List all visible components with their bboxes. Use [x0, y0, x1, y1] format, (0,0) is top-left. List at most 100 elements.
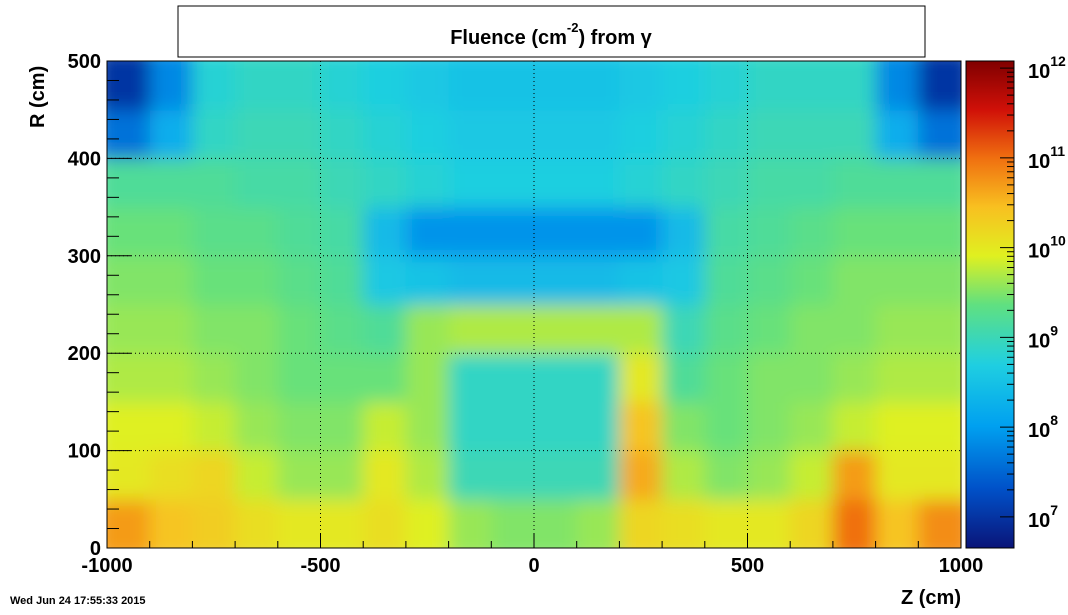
- cell: [363, 401, 407, 452]
- cell: [107, 255, 151, 305]
- cell: [107, 158, 151, 208]
- cell: [491, 158, 535, 208]
- cell: [918, 499, 961, 548]
- cell: [619, 158, 663, 208]
- cell: [747, 255, 791, 305]
- cell: [448, 109, 492, 159]
- z-tick-exponent: 11: [1050, 143, 1065, 159]
- cell: [619, 255, 663, 305]
- cell: [875, 353, 919, 403]
- cell: [704, 207, 748, 257]
- cell: [790, 255, 834, 305]
- cell: [832, 499, 877, 548]
- cell: [363, 353, 407, 403]
- z-tick-label: 109: [1028, 322, 1058, 352]
- cell: [747, 207, 791, 257]
- cell: [192, 207, 236, 257]
- z-tick-base: 10: [1028, 61, 1050, 83]
- cell: [448, 499, 492, 548]
- cell: [619, 450, 663, 500]
- z-tick-exponent: 12: [1050, 53, 1066, 69]
- cell: [662, 450, 706, 500]
- cell: [405, 401, 450, 452]
- title-part: Fluence (cm: [450, 27, 567, 49]
- cell: [149, 158, 193, 208]
- cell: [619, 207, 663, 257]
- color-bar: [965, 60, 1015, 549]
- cell: [875, 255, 919, 305]
- cell: [790, 109, 834, 159]
- cell: [747, 353, 791, 403]
- cell: [363, 158, 407, 208]
- cell: [107, 353, 151, 403]
- cell: [790, 158, 834, 208]
- cell: [747, 61, 791, 111]
- cell: [875, 158, 919, 208]
- cell: [491, 255, 535, 305]
- cell: [576, 109, 620, 159]
- cell: [875, 109, 919, 159]
- cell: [875, 61, 919, 111]
- cell: [918, 255, 961, 305]
- cell: [149, 255, 193, 305]
- cell: [277, 255, 321, 305]
- cell: [662, 304, 706, 354]
- timestamp: Wed Jun 24 17:55:33 2015: [10, 595, 146, 607]
- cell: [790, 401, 834, 452]
- cell: [747, 109, 791, 159]
- cell: [534, 255, 578, 305]
- y-tick-label: 500: [68, 51, 101, 73]
- cell: [662, 499, 706, 548]
- cell: [832, 61, 877, 111]
- cell: [149, 499, 193, 548]
- z-tick-label: 107: [1028, 502, 1058, 532]
- z-tick-label: 108: [1028, 412, 1058, 442]
- cell: [704, 255, 748, 305]
- cell: [363, 499, 407, 548]
- cell: [491, 109, 535, 159]
- z-tick-label: 1011: [1028, 143, 1065, 173]
- cell: [576, 401, 620, 452]
- cell: [192, 304, 236, 354]
- y-tick-label: 200: [68, 343, 101, 365]
- cell: [491, 353, 535, 403]
- cell: [320, 499, 364, 548]
- cell: [192, 499, 236, 548]
- cell: [875, 207, 919, 257]
- cell: [235, 61, 279, 111]
- cell: [107, 450, 151, 500]
- cell: [832, 255, 877, 305]
- x-tick-label: 0: [528, 555, 539, 577]
- cell: [790, 450, 834, 500]
- y-tick-label: 400: [68, 148, 101, 170]
- cell: [277, 353, 321, 403]
- cell: [277, 401, 321, 452]
- cell: [662, 255, 706, 305]
- cell: [448, 401, 492, 452]
- cell: [235, 158, 279, 208]
- cell: [918, 207, 961, 257]
- cell: [277, 61, 321, 111]
- cell: [619, 304, 663, 354]
- cell: [405, 61, 450, 111]
- cell: [405, 499, 450, 548]
- cell: [576, 158, 620, 208]
- x-axis-label: Z (cm): [901, 587, 961, 609]
- cell: [448, 207, 492, 257]
- cell: [790, 499, 834, 548]
- y-tick-label: 0: [90, 538, 101, 560]
- z-tick-exponent: 10: [1050, 233, 1066, 249]
- cell: [448, 61, 492, 111]
- cell: [832, 304, 877, 354]
- cell: [534, 401, 578, 452]
- cell: [448, 304, 492, 354]
- cell: [747, 304, 791, 354]
- y-tick-label: 100: [68, 441, 101, 463]
- cell: [832, 450, 877, 500]
- cell: [576, 450, 620, 500]
- cell: [363, 61, 407, 111]
- cell: [747, 499, 791, 548]
- cell: [918, 158, 961, 208]
- cell: [320, 401, 364, 452]
